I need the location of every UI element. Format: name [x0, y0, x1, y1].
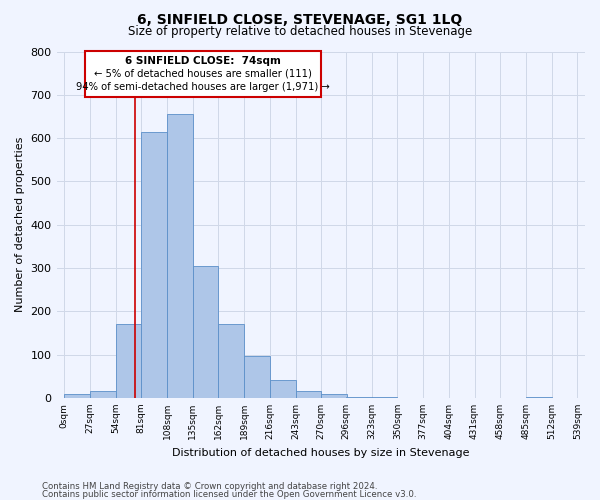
Y-axis label: Number of detached properties: Number of detached properties [15, 137, 25, 312]
Bar [167, 114, 193, 398]
Bar [64, 394, 90, 398]
Bar [244, 356, 270, 398]
Text: Size of property relative to detached houses in Stevenage: Size of property relative to detached ho… [128, 25, 472, 38]
Bar [116, 324, 141, 398]
Text: Contains public sector information licensed under the Open Government Licence v3: Contains public sector information licen… [42, 490, 416, 499]
Bar [193, 266, 218, 398]
Bar [321, 394, 347, 398]
Bar [270, 380, 296, 398]
FancyBboxPatch shape [85, 50, 321, 97]
Text: 6, SINFIELD CLOSE, STEVENAGE, SG1 1LQ: 6, SINFIELD CLOSE, STEVENAGE, SG1 1LQ [137, 12, 463, 26]
Text: Contains HM Land Registry data © Crown copyright and database right 2024.: Contains HM Land Registry data © Crown c… [42, 482, 377, 491]
Bar [141, 132, 167, 398]
X-axis label: Distribution of detached houses by size in Stevenage: Distribution of detached houses by size … [172, 448, 470, 458]
Text: 6 SINFIELD CLOSE:  74sqm: 6 SINFIELD CLOSE: 74sqm [125, 56, 281, 66]
Bar [346, 396, 372, 398]
Bar [90, 392, 116, 398]
Text: ← 5% of detached houses are smaller (111): ← 5% of detached houses are smaller (111… [94, 69, 312, 79]
Text: 94% of semi-detached houses are larger (1,971) →: 94% of semi-detached houses are larger (… [76, 82, 330, 92]
Bar [296, 392, 321, 398]
Bar [218, 324, 244, 398]
